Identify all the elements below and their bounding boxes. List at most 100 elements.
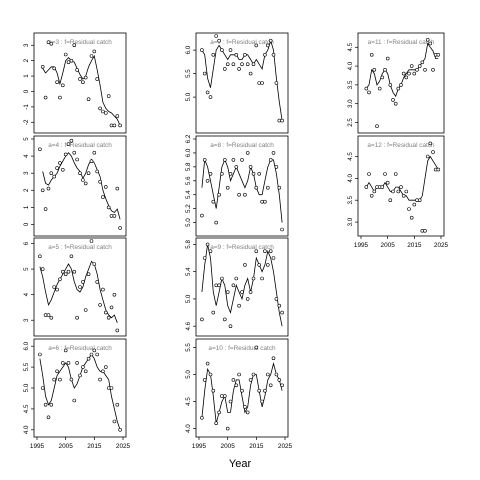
panel-2: a=4 : f=Residual catch 0 1 2 3 4 5 <box>23 135 127 237</box>
data-point <box>83 75 88 80</box>
data-point <box>260 81 264 85</box>
data-point <box>211 388 216 393</box>
data-point <box>372 68 377 72</box>
data-point <box>268 38 273 43</box>
data-point <box>251 172 256 176</box>
panel-title: a=10 : f=Residual catch <box>208 345 276 352</box>
data-point <box>220 48 224 52</box>
data-point <box>396 189 401 194</box>
data-point <box>101 369 105 374</box>
data-point <box>200 213 204 218</box>
data-point <box>83 181 88 186</box>
y-tick-label: 5.0 <box>185 92 192 101</box>
data-point <box>217 192 221 197</box>
data-point <box>66 142 71 146</box>
data-point <box>38 147 42 152</box>
data-point <box>92 49 97 54</box>
data-point <box>217 410 221 415</box>
data-point <box>428 41 433 46</box>
data-point <box>243 192 247 197</box>
data-point <box>240 158 244 162</box>
data-point <box>423 68 427 72</box>
panel-6: a=8 : f=Residual catch 5.0 5.2 5.4 5.6 5.8 6.0… <box>185 134 289 237</box>
y-tick-label: 1 <box>23 74 30 78</box>
data-point <box>78 171 82 175</box>
data-point <box>265 372 270 377</box>
data-point <box>205 242 210 247</box>
data-point <box>40 188 45 193</box>
data-point <box>243 52 247 57</box>
data-point <box>380 185 385 189</box>
panel-frame <box>195 135 289 237</box>
y-tick-label: 0 <box>23 222 30 226</box>
data-point <box>55 80 59 84</box>
data-point <box>268 383 273 388</box>
data-point <box>231 158 236 162</box>
data-point <box>396 86 401 91</box>
data-point <box>75 361 79 365</box>
data-point <box>263 249 267 253</box>
panel-4: a=6 : f=Residual catch 4.0 4.5 5.0 5.5 6.0 199… <box>23 338 131 450</box>
data-point <box>49 402 54 407</box>
data-point <box>423 229 427 233</box>
data-point <box>425 154 430 159</box>
data-point <box>388 198 393 202</box>
y-tick-label: 5.5 <box>185 343 192 352</box>
x-tick-label: 2025 <box>434 242 449 249</box>
data-point <box>46 40 51 45</box>
data-point <box>208 172 213 176</box>
y-tick-label: 3 <box>23 318 30 322</box>
data-point <box>271 356 276 361</box>
y-tick-label: 5.4 <box>185 190 192 199</box>
y-tick-label: 5.5 <box>185 69 192 78</box>
y-tick-label: 3.0 <box>347 217 354 226</box>
data-point <box>401 71 406 76</box>
data-point <box>237 372 241 377</box>
data-point <box>420 60 425 65</box>
data-point <box>66 361 71 365</box>
panel-9: a=11 : f=Residual catch 2.5 3.0 3.5 4.0 4.5 <box>347 32 445 134</box>
data-point <box>211 310 216 315</box>
data-point <box>231 378 236 382</box>
data-point <box>98 106 102 111</box>
data-point <box>412 202 417 207</box>
data-point <box>364 185 369 189</box>
x-tick-label: 2015 <box>87 443 102 450</box>
data-point <box>104 365 108 369</box>
data-point <box>271 256 276 260</box>
data-point <box>257 388 262 393</box>
data-point <box>254 249 259 253</box>
data-point <box>214 283 218 288</box>
y-tick-label: 6 <box>23 241 30 245</box>
y-tick-label: 5.0 <box>23 383 30 392</box>
panel-10: a=12 : f=Residual catch 3.0 3.5 4.0 4.5 1995 2… <box>347 135 449 249</box>
data-point <box>43 402 48 407</box>
data-point <box>200 48 204 52</box>
data-point <box>72 269 77 274</box>
data-point <box>369 52 374 57</box>
panel-title: a=3 : f=Residual catch <box>48 39 112 46</box>
y-tick-label: 0 <box>23 89 30 93</box>
data-point <box>92 150 97 155</box>
data-point <box>208 249 213 253</box>
y-tick-label: 4 <box>23 154 30 158</box>
panel-title: a=9 : f=Residual catch <box>210 244 274 251</box>
data-point <box>248 165 253 169</box>
data-point <box>205 361 210 366</box>
panel-frame <box>33 237 127 337</box>
data-point <box>274 165 279 169</box>
panel-title: a=4 : f=Residual catch <box>48 142 112 149</box>
data-point <box>43 207 48 211</box>
y-tick-label: 6.0 <box>185 45 192 54</box>
data-point <box>369 194 374 198</box>
data-point <box>211 52 216 57</box>
data-point <box>393 172 398 176</box>
data-point <box>240 290 244 294</box>
data-point <box>101 195 105 199</box>
data-point <box>72 43 77 48</box>
panel-title: a=12 : f=Residual catch <box>367 142 435 149</box>
data-point <box>115 186 120 191</box>
data-point <box>268 158 273 162</box>
panel-frame <box>357 135 445 237</box>
data-point <box>89 159 94 163</box>
